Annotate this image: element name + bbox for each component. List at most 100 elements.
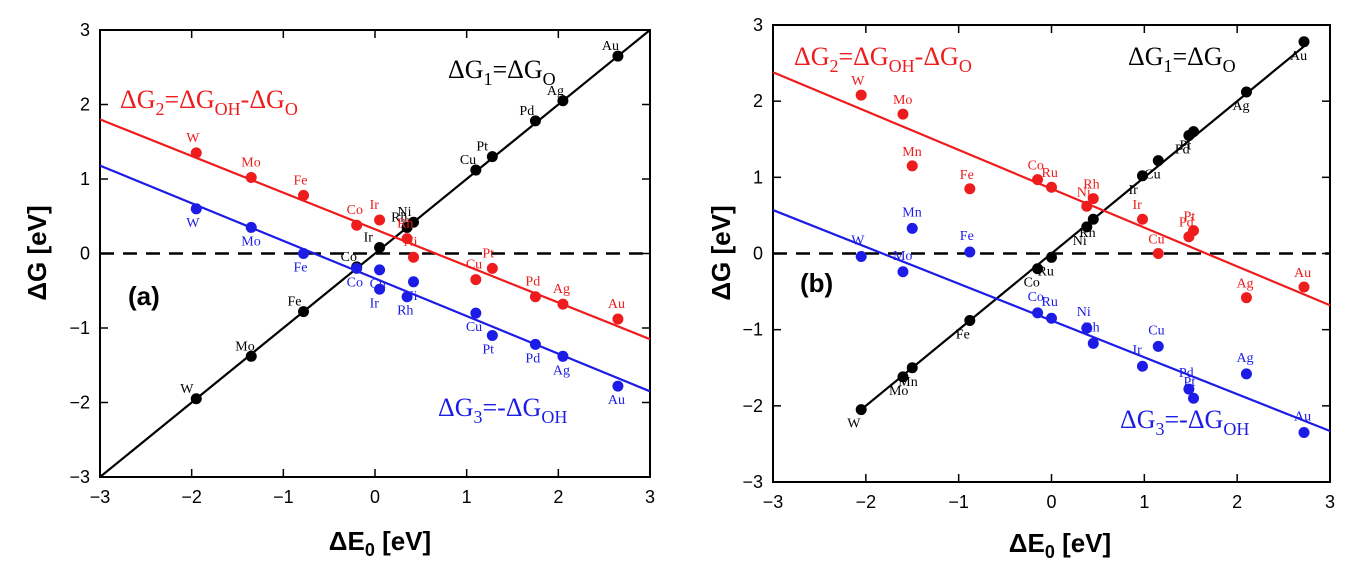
point-label-black-b: Ir [1128,183,1138,198]
point-black-ni-a [408,216,419,228]
point-blue-ir-a [374,283,386,295]
point-label-black-b: W [847,417,861,432]
point-label-blue-a: Co [347,275,363,290]
y-tick-label-b: −1 [742,320,763,340]
point-label-blue-b: Ir [1132,343,1142,358]
y-tick-label-b: 1 [753,167,763,187]
point-blue-mn-b [906,222,918,234]
point-label-blue-a: Fe [294,261,308,276]
panel-label-b: (b) [800,268,833,298]
point-red-w-a [190,147,202,159]
point-red-ru-b [1046,181,1057,193]
point-label-blue-a: Ag [553,363,570,378]
point-black-mo-b [897,371,909,383]
point-label-black-b: Co [1024,276,1040,291]
point-black-co-b [1032,263,1044,275]
x-tick-label-b: −1 [948,492,969,512]
point-black-pd-a [529,115,541,127]
point-label-red-a: Co [347,203,363,218]
point-label-red-b: Ag [1236,277,1253,292]
point-label-black-b: Mn [898,375,917,390]
point-black-au-a [612,50,624,62]
point-label-black-a: Mo [235,339,254,354]
point-black-w-a [190,393,202,405]
point-label-blue-b: Cu [1148,323,1164,338]
point-label-black-b: Au [1290,49,1307,64]
point-label-blue-a: Ni [404,289,418,304]
point-black-au-b [1298,36,1310,48]
panel-b: WMoMnFeCoRuNiRhIrCuPdPtAgAuWMoMnFeCoRuNi… [706,15,1335,562]
x-tick-label-a: 1 [462,487,472,507]
point-blue-co-a [351,262,363,274]
point-red-ag-b [1240,292,1252,304]
point-label-black-a: Rh [391,210,407,225]
point-red-au-b [1298,281,1310,293]
point-label-red-a: Mo [241,156,260,171]
y-tick-label-b: −3 [742,472,763,492]
x-tick-label-a: −3 [90,487,111,507]
x-tick-label-a: −1 [273,487,294,507]
point-red-ag-a [557,298,569,310]
point-label-red-a: Au [608,297,625,312]
point-red-mo-a [245,172,257,184]
point-label-red-b: Cu [1148,233,1164,248]
equation-dg1-b: ΔG1=ΔGO [1128,42,1236,76]
y-axis-label-a: ΔG [eV] [22,205,52,300]
point-label-blue-b: Co [1028,290,1044,305]
point-label-red-b: Ru [1042,166,1058,181]
point-blue-cu-a [374,264,386,276]
point-label-red-a: W [186,131,200,146]
point-blue-au-a [612,380,624,392]
x-tick-label-b: −3 [763,492,784,512]
point-red-mo-b [897,108,909,120]
point-label-red-b: Mn [902,145,921,160]
point-blue-rh-a [401,291,413,303]
point-label-black-b: Cu [1144,168,1160,183]
point-black-cu-b [1152,155,1164,167]
point-label-black-a: Au [602,39,619,54]
y-tick-label-a: 2 [80,95,90,115]
point-label-black-b: Mo [889,384,908,399]
point-label-blue-a: Rh [397,304,413,319]
point-label-black-a: Ir [364,231,374,246]
point-label-blue-a: Pt [482,342,494,357]
point-blue-mo-b [897,266,909,278]
point-label-red-b: Ni [1077,185,1091,200]
point-label-blue-a: Cu [466,320,482,335]
point-label-black-a: Co [341,250,357,265]
point-label-blue-b: Pd [1179,366,1194,381]
point-blue-fe-b [964,246,976,258]
point-blue-fe-a [298,248,309,259]
point-blue-ni-a [408,276,419,288]
point-label-black-a: Pt [476,140,488,155]
point-label-black-b: Ni [1073,234,1087,249]
point-label-black-b: Ru [1038,264,1054,279]
point-label-blue-a: Mo [241,234,260,249]
x-tick-label-b: 2 [1232,492,1242,512]
point-label-blue-b: Ag [1236,351,1253,366]
point-blue-rh-b [1087,337,1099,349]
point-red-rh-a [401,233,413,245]
y-tick-label-a: 1 [80,169,90,189]
point-label-red-a: Pd [525,275,540,290]
point-label-blue-a: Cu [370,277,386,292]
point-red-mn-b [906,160,918,172]
point-black-pt-b [1188,126,1200,138]
point-label-red-b: Rh [1083,178,1099,193]
point-label-black-a: W [180,382,194,397]
point-red-w-b [855,89,867,101]
point-label-black-b: Pt [1180,139,1192,154]
point-label-blue-b: Ni [1077,305,1091,320]
point-label-black-b: Ag [1232,99,1249,114]
point-label-red-b: Pt [1184,210,1196,225]
point-label-red-a: Ni [404,235,418,250]
point-label-blue-a: Ir [370,296,380,311]
point-label-black-a: Cu [460,153,476,168]
y-tick-label-a: 3 [80,20,90,40]
y-tick-label-b: 2 [753,91,763,111]
point-red-cu-b [1152,248,1164,259]
point-red-au-a [612,313,624,325]
point-label-red-b: Au [1294,266,1311,281]
point-label-red-a: Pt [482,246,494,261]
